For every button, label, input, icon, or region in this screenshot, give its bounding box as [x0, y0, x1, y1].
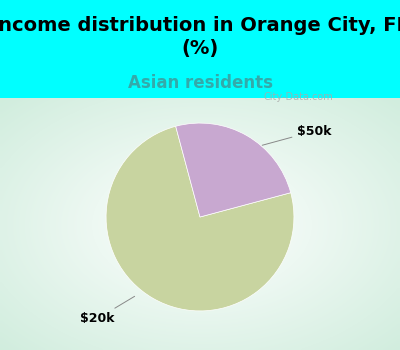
Text: $20k: $20k: [80, 296, 135, 326]
Wedge shape: [176, 123, 291, 217]
Wedge shape: [106, 126, 294, 311]
Text: Asian residents: Asian residents: [128, 75, 272, 92]
Text: $50k: $50k: [262, 125, 332, 145]
Text: City-Data.com: City-Data.com: [263, 92, 333, 102]
Text: Income distribution in Orange City, FL
(%): Income distribution in Orange City, FL (…: [0, 16, 400, 58]
